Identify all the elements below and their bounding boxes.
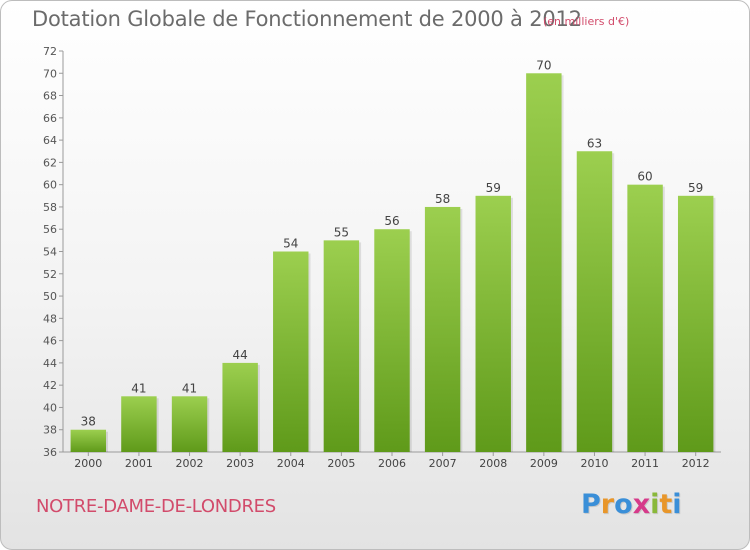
- y-tick-label: 72: [43, 45, 57, 58]
- bar-value-label: 54: [283, 237, 298, 251]
- bar-value-label: 41: [131, 381, 146, 395]
- y-tick-label: 48: [43, 312, 57, 325]
- y-tick-label: 56: [43, 223, 57, 236]
- bar: [121, 396, 157, 452]
- bar-value-label: 41: [182, 381, 197, 395]
- x-tick-label: 2000: [74, 457, 102, 470]
- x-tick-label: 2011: [631, 457, 659, 470]
- bar: [70, 429, 107, 452]
- commune-name: NOTRE-DAME-DE-LONDRES: [36, 496, 276, 517]
- x-tick-label: 2003: [226, 457, 254, 470]
- axes: 36 38 40 42 44 46 48 50 52 54 56 58 60 62 64 66 68 70 72 20…: [43, 45, 721, 470]
- y-tick-label: 62: [43, 156, 57, 169]
- y-tick-label: 70: [43, 67, 57, 80]
- y-tick-label: 38: [43, 424, 57, 437]
- bar-value-label: 59: [688, 181, 703, 195]
- x-tick-label: 2007: [429, 457, 457, 470]
- bar: [424, 206, 461, 452]
- bar: [171, 396, 208, 452]
- bar: [374, 229, 410, 452]
- bar-value-label: 58: [435, 192, 450, 206]
- bar: [222, 362, 258, 452]
- bar: [526, 73, 562, 453]
- chart-title: Dotation Globale de Fonctionnement de 20…: [32, 7, 582, 31]
- unit-note: (en milliers d'€): [543, 15, 630, 28]
- bar: [475, 195, 511, 453]
- x-tick-label: 2006: [378, 457, 406, 470]
- y-tick-label: 44: [43, 357, 57, 370]
- x-tick-label: 2005: [327, 457, 355, 470]
- y-tick-label: 60: [43, 179, 57, 192]
- x-tick-label: 2009: [530, 457, 558, 470]
- bar: [273, 251, 309, 452]
- y-tick-label: 58: [43, 201, 57, 214]
- y-tick-label: 68: [43, 90, 57, 103]
- bar-value-label: 38: [81, 415, 96, 429]
- y-tick-label: 66: [43, 112, 57, 125]
- y-tick-label: 50: [43, 290, 57, 303]
- bar-value-label: 63: [587, 136, 602, 150]
- x-tick-label: 2008: [479, 457, 507, 470]
- y-tick-label: 36: [43, 446, 57, 459]
- x-tick-label: 2004: [277, 457, 305, 470]
- bar: [576, 151, 613, 452]
- bar-value-label: 59: [486, 181, 501, 195]
- bar-value-label: 56: [384, 214, 399, 228]
- x-tick-label: 2012: [682, 457, 710, 470]
- proxiti-logo: Proxiti: [581, 489, 682, 520]
- x-tick-label: 2010: [580, 457, 608, 470]
- y-tick-label: 64: [43, 134, 57, 147]
- bar: [323, 240, 360, 452]
- y-tick-label: 46: [43, 335, 57, 348]
- bar: [677, 195, 714, 453]
- y-tick-label: 54: [43, 246, 57, 259]
- bar-value-label: 70: [536, 58, 551, 72]
- x-tick-label: 2002: [176, 457, 204, 470]
- bar-value-label: 60: [637, 170, 652, 184]
- y-tick-label: 42: [43, 379, 57, 392]
- bar-value-label: 44: [233, 348, 248, 362]
- x-tick-label: 2001: [125, 457, 153, 470]
- y-tick-label: 40: [43, 401, 57, 414]
- y-tick-label: 52: [43, 268, 57, 281]
- bar: [627, 184, 663, 452]
- bars: 38 41 41 44 54 55 56 58 59 70 63 60 59: [70, 58, 716, 453]
- bar-value-label: 55: [334, 225, 349, 239]
